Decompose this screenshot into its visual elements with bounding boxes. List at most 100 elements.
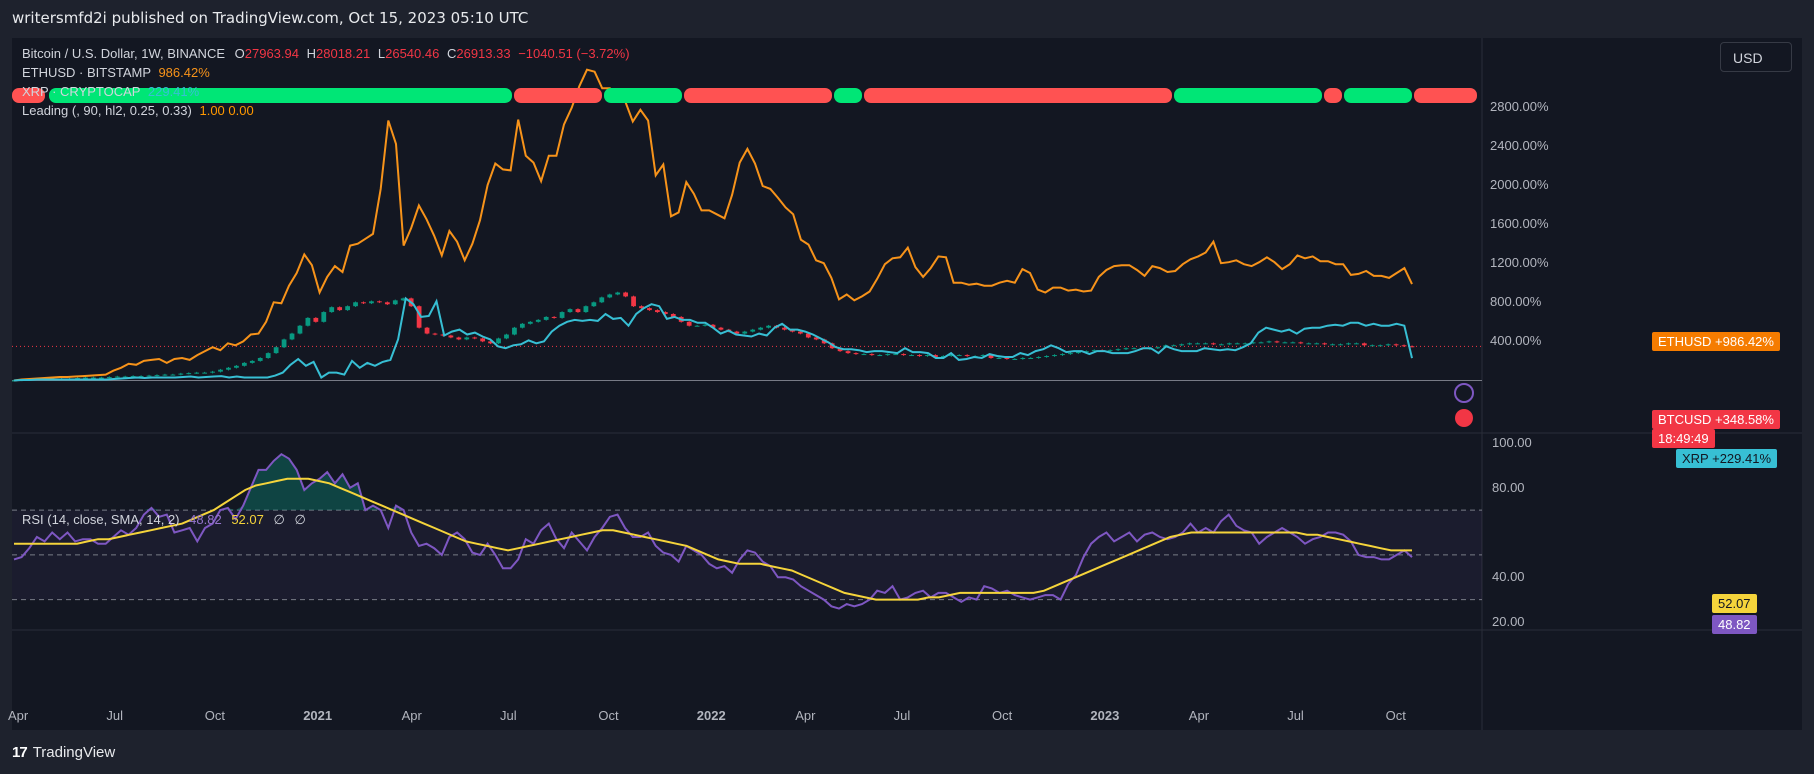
btc-candle <box>599 297 605 303</box>
btc-candle <box>1187 343 1192 345</box>
rsi-axis-label: 80.00 <box>1492 479 1525 495</box>
leading-indicator-segment <box>834 88 862 103</box>
btc-candle <box>980 355 986 357</box>
btc-candle <box>1012 358 1018 360</box>
btc-candle <box>615 292 621 295</box>
btc-candle <box>790 329 795 332</box>
btc-open-label: O <box>234 46 245 61</box>
btc-candle <box>1218 344 1224 346</box>
time-axis-label: Jul <box>893 708 911 723</box>
btc-candle <box>83 377 88 379</box>
tradingview-logo[interactable]: 17 TradingView <box>12 744 115 761</box>
btc-candle <box>1004 357 1010 359</box>
btc-candle <box>655 310 660 313</box>
btc-candle <box>154 375 160 377</box>
btc-candle <box>1258 342 1264 344</box>
btc-candle <box>591 302 597 307</box>
btc-candle <box>1266 341 1272 343</box>
btc-candle <box>1322 343 1328 345</box>
rsi-axis-label: 20.00 <box>1492 614 1525 629</box>
eth-legend[interactable]: ETHUSD · BITSTAMP 986.42% <box>22 65 210 80</box>
rsi-tag: 48.82 <box>1712 615 1757 634</box>
rsi-legend[interactable]: RSI (14, close, SMA, 14, 2) 48.82 52.07 … <box>22 512 306 528</box>
btc-candle <box>345 306 350 311</box>
btc-candle <box>241 362 247 366</box>
btc-low-label: L <box>377 46 386 61</box>
btc-candle <box>750 329 756 332</box>
btc-candle <box>670 314 676 317</box>
btc-candle <box>1282 342 1288 344</box>
btc-candle <box>194 372 200 374</box>
tradingview-logo-mark: 17 <box>12 744 28 761</box>
btc-candle <box>694 325 700 327</box>
rsi-name: RSI (14, close, SMA, 14, 2) <box>22 512 180 527</box>
chart-area[interactable]: USD Bitcoin / U.S. Dollar, 1W, BINANCE O… <box>8 38 1802 730</box>
btc-candle <box>186 373 192 375</box>
btc-candle <box>797 331 803 334</box>
btc-candle <box>1091 350 1097 352</box>
btc-candle <box>1083 351 1089 353</box>
btc-candle <box>504 334 509 339</box>
price-axis-label: 800.00% <box>1490 294 1542 310</box>
btc-candle <box>114 376 120 378</box>
btc-candle <box>1330 344 1335 346</box>
btc-candle <box>766 325 771 328</box>
btc-legend[interactable]: Bitcoin / U.S. Dollar, 1W, BINANCE O2796… <box>22 46 630 61</box>
btc-candle <box>98 377 104 379</box>
leading-indicator-segment <box>864 88 1172 103</box>
btc-candle <box>424 327 430 334</box>
btc-candle <box>805 333 811 338</box>
rsi-overbought-fill <box>14 454 1412 511</box>
xrp-price-tag: XRP +229.41% <box>1676 449 1778 468</box>
btc-candle <box>686 321 692 326</box>
btc-candle <box>1123 348 1129 350</box>
btc-candle <box>384 302 390 305</box>
btc-candle <box>1211 343 1216 345</box>
btc-candle <box>1274 341 1280 343</box>
btc-close: 26913.33 <box>456 46 511 61</box>
btc-candle <box>170 374 176 376</box>
btc-candle <box>1354 343 1359 345</box>
time-axis-label: 2022 <box>696 708 726 723</box>
price-axis-label: 2800.00% <box>1490 98 1549 114</box>
btc-candle <box>138 376 144 378</box>
btc-candle <box>1179 344 1185 346</box>
countdown-tag: 18:49:49 <box>1652 429 1715 448</box>
leading-indicator-segment <box>684 88 832 103</box>
lightning-icon <box>1454 383 1474 403</box>
tradingview-brand: TradingView <box>32 744 116 761</box>
time-axis-label: 2021 <box>303 708 333 723</box>
btc-candle <box>1155 347 1161 349</box>
btc-candle <box>1338 344 1343 346</box>
btc-candle <box>512 327 517 335</box>
btc-change: −1040.51 (−3.72%) <box>518 46 630 61</box>
btc-candle <box>845 351 851 354</box>
btc-candle <box>456 337 462 340</box>
xrp-value: 229.41% <box>147 84 200 99</box>
time-axis-label: 2023 <box>1090 708 1120 723</box>
chart-canvas[interactable] <box>12 38 1802 730</box>
btc-candle <box>1346 343 1351 345</box>
btc-candle <box>1068 353 1073 355</box>
price-axis-label: 1600.00% <box>1490 216 1549 232</box>
btc-candle <box>91 377 96 379</box>
btc-candle <box>535 319 541 322</box>
btc-candle <box>662 312 668 315</box>
xrp-legend[interactable]: XRP · CRYPTOCAP 229.41% <box>22 84 199 99</box>
btc-candle <box>432 333 438 335</box>
btc-candle <box>1060 354 1065 356</box>
btc-candle <box>901 354 907 356</box>
btc-candle <box>1028 357 1034 359</box>
btc-candle <box>400 298 406 301</box>
btc-candle <box>377 301 382 303</box>
btc-candle <box>162 374 168 376</box>
btc-candle <box>956 355 962 357</box>
leading-legend[interactable]: Leading (, 90, hl2, 0.25, 0.33) 1.00 0.0… <box>22 103 254 118</box>
btc-candle <box>1052 355 1057 357</box>
btc-high-label: H <box>306 46 317 61</box>
btc-candle <box>964 355 970 357</box>
currency-button[interactable]: USD <box>1720 42 1792 72</box>
btc-candle <box>1250 342 1256 344</box>
btc-candle <box>861 354 867 356</box>
btc-name: Bitcoin / U.S. Dollar, 1W, BINANCE <box>22 46 226 61</box>
